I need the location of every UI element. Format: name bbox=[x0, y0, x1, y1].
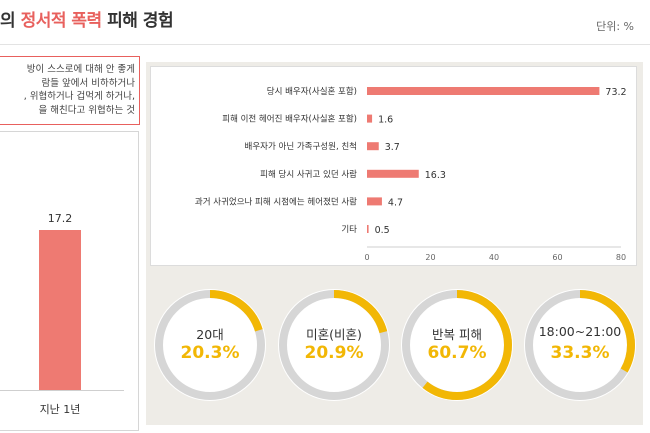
tick-label: 60 bbox=[552, 253, 562, 262]
donut-repeat-label: 반복 피해 bbox=[432, 327, 482, 342]
definition-line: 방이 스스로에 대해 안 좋게 bbox=[3, 63, 135, 77]
bar bbox=[367, 114, 373, 123]
value-label: 4.7 bbox=[388, 197, 403, 208]
bar bbox=[367, 87, 600, 95]
category-label: 피해 이전 헤어진 배우자(사실혼 포함) bbox=[222, 114, 357, 125]
donut-repeat: 반복 피해 60.7% bbox=[401, 289, 513, 401]
title-accent: 정서적 폭력 bbox=[20, 11, 103, 31]
perpetrator-chart-svg: 당시 배우자(사실혼 포함) 73.2 피해 이전 헤어진 배우자(사실혼 포함) 1… bbox=[195, 86, 627, 262]
donut-marital: 미혼(비혼) 20.9% bbox=[278, 289, 390, 401]
donut-fill-arc bbox=[525, 290, 635, 400]
bar bbox=[367, 142, 379, 151]
annual-rate-panel: 17.2 지난 1년 bbox=[0, 131, 139, 431]
definition-line-text: , 위협하거나 겁먹게 하거나, bbox=[23, 91, 135, 102]
donut-background bbox=[278, 289, 390, 401]
value-label: 1.6 bbox=[378, 115, 393, 126]
donut-age-ring bbox=[154, 289, 266, 401]
definition-line-text: 을 해친다고 위협하는 것 bbox=[38, 104, 135, 116]
annual-rate-bar bbox=[39, 230, 81, 390]
value-label: 3.7 bbox=[385, 142, 400, 153]
donut-age-value: 20.3% bbox=[180, 343, 240, 363]
tick-label: 80 bbox=[616, 253, 626, 262]
category-label: 당시 배우자(사실혼 포함) bbox=[267, 86, 357, 97]
donut-time-value: 33.3% bbox=[550, 343, 610, 363]
donut-marital-ring bbox=[278, 289, 390, 401]
donut-time-ring bbox=[524, 289, 636, 401]
tick-label: 40 bbox=[489, 253, 499, 262]
tick-label: 0 bbox=[364, 253, 369, 262]
category-label: 피해 당시 사귀고 있던 사람 bbox=[260, 169, 357, 180]
annual-rate-value-label: 17.2 bbox=[47, 212, 73, 226]
perpetrator-panel: 당시 배우자(사실혼 포함) 73.2 피해 이전 헤어진 배우자(사실혼 포함) 1… bbox=[146, 62, 643, 425]
value-label: 0.5 bbox=[375, 225, 390, 236]
donut-background bbox=[401, 289, 513, 401]
category-label: 기타 bbox=[341, 225, 357, 235]
donut-fill-arc bbox=[279, 290, 389, 400]
annual-rate-category-label: 지난 1년 bbox=[39, 403, 81, 416]
donut-time: 18:00~21:00 33.3% bbox=[524, 289, 636, 401]
donut-marital-value: 20.9% bbox=[304, 343, 364, 363]
donut-time-label: 18:00~21:00 bbox=[538, 324, 622, 339]
title-divider bbox=[0, 44, 650, 45]
donut-fill-arc bbox=[155, 290, 265, 400]
page-title: 의 정서적 폭력 피해 경험 bbox=[0, 6, 174, 31]
value-label: 73.2 bbox=[605, 87, 626, 98]
donut-age-label: 20대 bbox=[196, 327, 224, 342]
title-prefix: 의 bbox=[0, 11, 16, 31]
value-label: 16.3 bbox=[425, 170, 446, 181]
donut-repeat-ring bbox=[401, 289, 513, 401]
definition-line: 을 해친다고 위협하는 것 bbox=[3, 104, 135, 118]
perpetrator-bar-chart: 당시 배우자(사실혼 포함) 73.2 피해 이전 헤어진 배우자(사실혼 포함) 1… bbox=[150, 66, 637, 266]
donut-fill-arc bbox=[402, 290, 512, 400]
tick-label: 20 bbox=[425, 253, 435, 262]
category-label: 배우자가 아닌 가족구성원, 친척 bbox=[245, 141, 357, 152]
title-suffix: 피해 경험 bbox=[107, 11, 174, 31]
definition-box: 방이 스스로에 대해 안 좋게 람들 앞에서 비하하거나 , 위협하거나 겁먹게… bbox=[0, 56, 140, 125]
donut-background bbox=[154, 289, 266, 401]
bar bbox=[367, 225, 369, 233]
donut-marital-label: 미혼(비혼) bbox=[306, 327, 362, 342]
definition-line: , 위협하거나 겁먹게 하거나, bbox=[3, 90, 135, 104]
definition-line-text: 람들 앞에서 비하하거나 bbox=[41, 77, 135, 89]
definition-line-text: 방이 스스로에 대해 안 좋게 bbox=[26, 64, 135, 75]
bar bbox=[367, 169, 419, 178]
donut-age: 20대 20.3% bbox=[154, 289, 266, 401]
donut-repeat-value: 60.7% bbox=[427, 343, 487, 363]
donut-background bbox=[524, 289, 636, 401]
bar bbox=[367, 197, 382, 206]
annual-rate-baseline bbox=[0, 390, 124, 391]
definition-line: 람들 앞에서 비하하거나 bbox=[3, 77, 135, 91]
unit-label: 단위: % bbox=[596, 20, 634, 33]
category-label: 과거 사귀었으나 피해 시점에는 헤어졌던 사람 bbox=[195, 196, 357, 207]
